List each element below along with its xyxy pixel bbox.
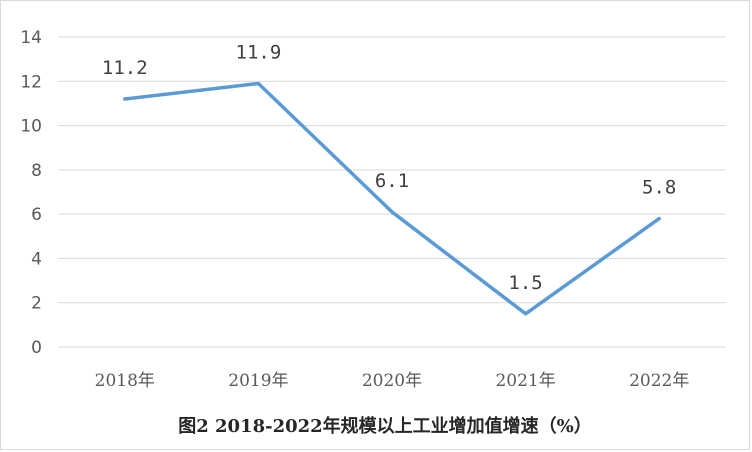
y-tick-label: 14 — [20, 28, 42, 48]
y-axis-ticks: 0 2 4 6 8 10 12 14 — [20, 28, 42, 358]
data-labels: 11.2 11.9 6.1 1.5 5.8 — [102, 42, 676, 294]
x-tick-label: 2019年 — [228, 371, 288, 391]
y-tick-label: 4 — [31, 249, 42, 269]
data-label: 6.1 — [375, 170, 409, 192]
data-label: 1.5 — [508, 272, 542, 294]
x-axis-ticks: 2018年 2019年 2020年 2021年 2022年 — [95, 371, 690, 391]
y-tick-label: 2 — [31, 294, 42, 314]
y-tick-label: 10 — [20, 117, 42, 137]
data-label: 11.9 — [236, 42, 282, 64]
data-point — [657, 217, 661, 221]
y-tick-label: 0 — [31, 338, 42, 358]
series-line — [123, 81, 661, 316]
y-tick-label: 8 — [31, 161, 42, 181]
data-point — [256, 82, 260, 85]
x-tick-label: 2022年 — [629, 371, 689, 391]
x-tick-label: 2020年 — [362, 371, 422, 391]
gridlines — [58, 36, 726, 348]
x-tick-label: 2021年 — [495, 371, 555, 391]
data-point — [524, 312, 528, 316]
y-tick-label: 12 — [20, 72, 42, 92]
y-tick-label: 6 — [31, 205, 42, 225]
chart-caption: 图2 2018-2022年规模以上工业增加值增速（%） — [178, 415, 592, 437]
x-tick-label: 2018年 — [95, 371, 155, 391]
data-point — [390, 210, 394, 214]
data-label: 5.8 — [642, 177, 676, 199]
data-point — [123, 97, 127, 101]
data-label: 11.2 — [102, 57, 148, 79]
series-group — [123, 81, 661, 316]
